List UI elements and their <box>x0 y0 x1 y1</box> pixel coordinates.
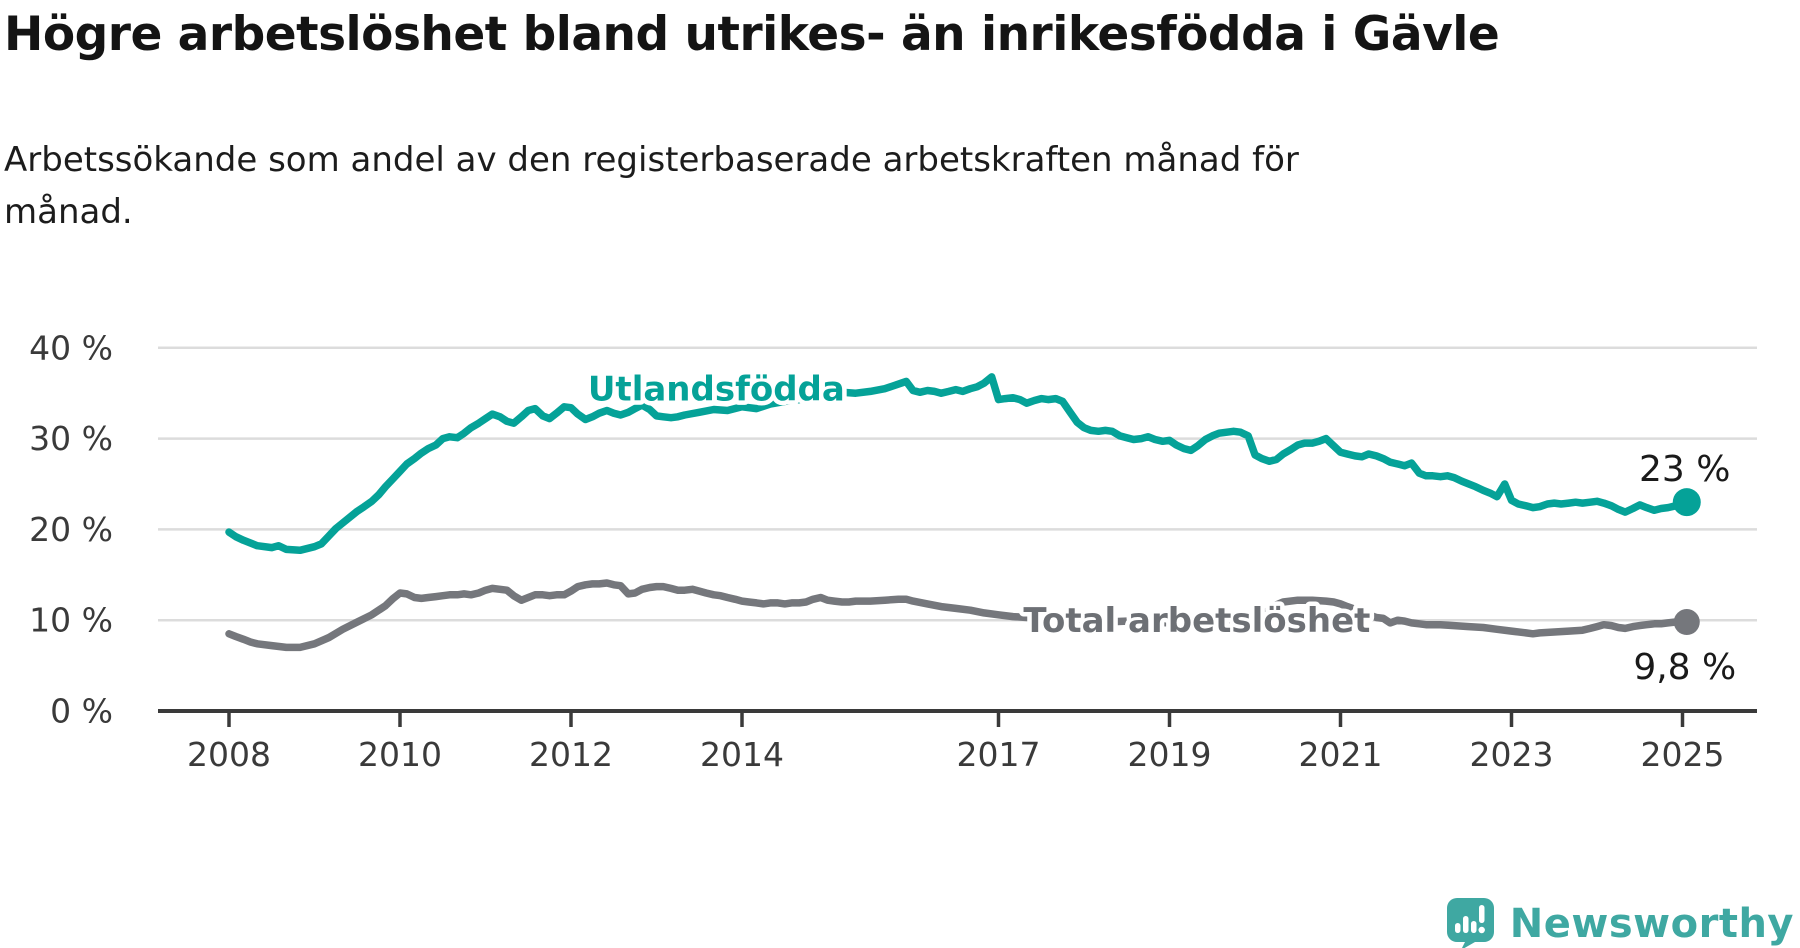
x-axis-tick-label: 2014 <box>700 735 784 774</box>
series-end-dot-total <box>1673 609 1700 636</box>
series-end-dot-utlandsfodda <box>1672 488 1701 517</box>
chart-title: Högre arbetslöshet bland utrikes- än inr… <box>4 7 1500 62</box>
infographic-page: Högre arbetslöshet bland utrikes- än inr… <box>0 7 1800 948</box>
logo-bubble-shape <box>1446 898 1494 948</box>
x-axis-tick-label: 2019 <box>1128 735 1212 774</box>
series-line-total <box>225 579 1691 652</box>
y-axis-tick-label: 20 % <box>29 510 113 549</box>
series-label-utlandsfodda: Utlandsfödda <box>588 370 845 410</box>
newsworthy-logo: Newsworthy <box>1445 897 1794 948</box>
x-axis-tick-label: 2010 <box>358 735 442 774</box>
x-axis-tick-label: 2025 <box>1641 735 1725 774</box>
x-axis-tick-label: 2017 <box>957 735 1041 774</box>
y-axis-tick-label: 40 % <box>29 328 113 367</box>
y-axis-tick-label: 30 % <box>29 419 113 458</box>
end-value-label-utlandsfodda: 23 % <box>1639 449 1730 490</box>
line-chart: 0 % 10 % 20 % 30 % 40 % 2008 2010 2012 2014 2017 2… <box>29 328 1757 774</box>
chart-subtitle: Arbetssökande som andel av den registerb… <box>4 140 1299 233</box>
x-axis-tick-label: 2023 <box>1470 735 1554 774</box>
newsworthy-brand-name: Newsworthy <box>1509 900 1794 947</box>
x-axis-tick-label: 2021 <box>1299 735 1383 774</box>
newsworthy-logo-icon <box>1446 898 1494 948</box>
x-axis-tick-label: 2008 <box>187 735 271 774</box>
series-label-total: Total arbetslöshet <box>1023 601 1370 641</box>
logo-bar-chart-glyph <box>1454 905 1485 934</box>
x-axis-tick-label: 2012 <box>529 735 613 774</box>
series-line-utlandsfodda <box>225 373 1691 555</box>
y-axis-tick-label: 10 % <box>29 601 113 640</box>
y-axis-tick-label: 0 % <box>50 692 113 731</box>
end-value-label-total: 9,8 % <box>1633 647 1736 688</box>
